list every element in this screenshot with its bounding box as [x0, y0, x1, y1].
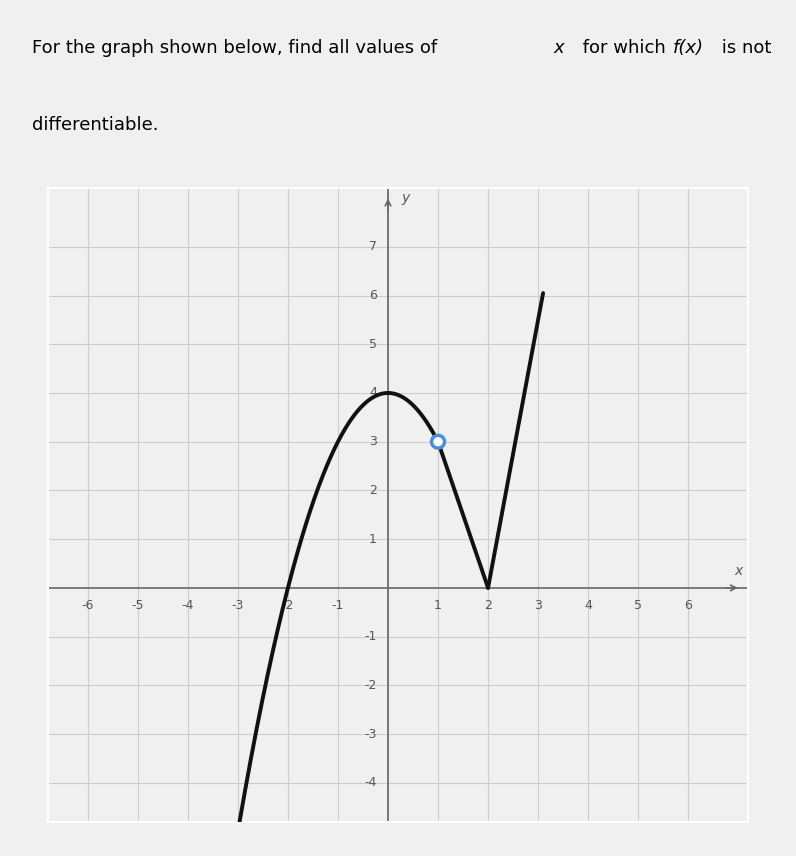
Text: 3: 3 [369, 435, 377, 449]
Text: 2: 2 [369, 484, 377, 497]
Text: -6: -6 [82, 598, 94, 611]
Text: 6: 6 [685, 598, 693, 611]
Text: 5: 5 [369, 338, 377, 351]
Text: 2: 2 [484, 598, 492, 611]
Text: 1: 1 [369, 532, 377, 545]
Text: differentiable.: differentiable. [32, 116, 158, 134]
Text: -3: -3 [232, 598, 244, 611]
Text: 4: 4 [369, 386, 377, 400]
Text: f(x): f(x) [673, 39, 704, 56]
Text: y: y [401, 191, 410, 205]
Text: x: x [734, 564, 743, 578]
Text: For the graph shown below, find all values of: For the graph shown below, find all valu… [32, 39, 443, 56]
Text: -2: -2 [365, 679, 377, 692]
Text: x: x [553, 39, 564, 56]
Text: is not: is not [716, 39, 772, 56]
Text: -3: -3 [365, 728, 377, 740]
Text: 3: 3 [534, 598, 542, 611]
Text: -2: -2 [282, 598, 294, 611]
Text: -1: -1 [365, 630, 377, 643]
Text: 6: 6 [369, 289, 377, 302]
Text: -4: -4 [365, 776, 377, 789]
Text: 5: 5 [634, 598, 642, 611]
Circle shape [431, 436, 444, 448]
Text: -1: -1 [332, 598, 344, 611]
Text: 1: 1 [434, 598, 442, 611]
Text: for which: for which [577, 39, 672, 56]
Text: 4: 4 [584, 598, 592, 611]
Text: -4: -4 [181, 598, 194, 611]
Text: -5: -5 [131, 598, 144, 611]
Text: 7: 7 [369, 241, 377, 253]
